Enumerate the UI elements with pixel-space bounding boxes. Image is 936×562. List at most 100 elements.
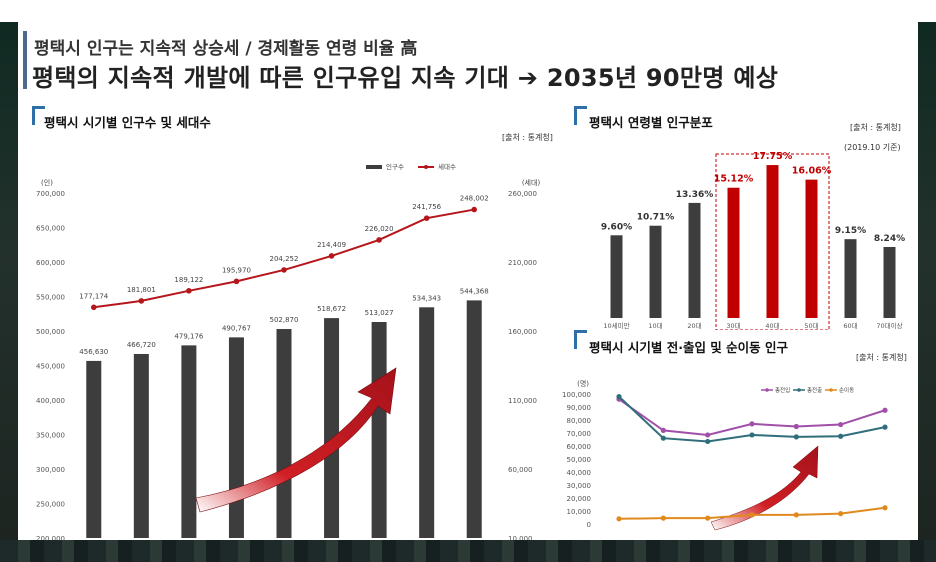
households-point-label: 204,252 — [270, 255, 299, 263]
y-tick-left: 400,000 — [36, 397, 65, 405]
age-panel-note: (2019.10 기준) — [844, 143, 901, 152]
age-bar-label: 8.24% — [874, 234, 905, 244]
migration-y-tick: 20,000 — [567, 495, 592, 503]
age-x-tick: 50대 — [804, 322, 818, 330]
migration-panel-source: [출처 : 통계청] — [856, 353, 907, 362]
y-tick-left: 350,000 — [36, 432, 65, 440]
age-bar-label: 13.36% — [676, 190, 714, 200]
migration-point — [660, 427, 666, 433]
migration-y-tick: 0 — [587, 521, 591, 529]
population-bar — [228, 337, 244, 538]
y-tick-left: 200,000 — [36, 535, 65, 540]
y-axis-right-unit: (세대) — [522, 178, 541, 187]
population-bar-label: 490,767 — [222, 324, 251, 332]
households-point — [281, 267, 287, 273]
population-bar — [86, 360, 102, 538]
migration-point — [705, 432, 711, 438]
population-bar-label: 479,176 — [174, 332, 203, 340]
y-tick-right: 210,000 — [508, 259, 537, 267]
migration-point — [793, 512, 799, 518]
migration-y-tick: 50,000 — [567, 456, 592, 464]
migration-y-tick: 100,000 — [562, 391, 591, 399]
y-tick-left: 250,000 — [36, 501, 65, 509]
migration-panel-heading: 평택시 시기별 전·출입 및 순이동 인구 — [589, 340, 789, 355]
left-panel-source: [출처 : 통계청] — [502, 133, 553, 142]
population-bar — [466, 300, 482, 538]
legend-bar-label: 인구수 — [386, 162, 404, 171]
migration-y-tick: 10,000 — [567, 508, 592, 516]
age-x-tick: 10세미만 — [603, 321, 629, 330]
migration-legend-label: 총전출 — [807, 386, 822, 394]
highlight-box — [715, 153, 830, 330]
migration-point — [882, 407, 888, 413]
migration-point — [838, 511, 844, 517]
age-bar-label: 10.71% — [637, 213, 675, 223]
migration-point — [705, 515, 711, 521]
y-tick-left: 550,000 — [36, 294, 65, 302]
population-bar-label: 466,720 — [127, 341, 156, 349]
legend-bar-swatch — [366, 165, 382, 169]
migration-point — [705, 438, 711, 445]
migration-point — [660, 435, 666, 441]
migration-point — [749, 512, 755, 518]
growth-arrow-icon — [195, 367, 397, 513]
households-point — [328, 253, 335, 259]
migration-y-tick: 80,000 — [567, 417, 592, 425]
population-bar — [181, 345, 197, 538]
growth-arrow-icon — [710, 445, 819, 531]
migration-y-tick: 40,000 — [567, 469, 592, 477]
migration-legend-marker — [797, 388, 801, 392]
age-bar — [805, 179, 818, 318]
background-cityscape — [0, 540, 936, 562]
population-bar-label: 544,368 — [460, 287, 489, 295]
migration-legend-marker — [765, 388, 769, 392]
migration-point — [616, 394, 622, 400]
migration-legend-marker — [829, 388, 833, 392]
migration-heading-bracket-icon — [574, 330, 587, 349]
population-bar-label: 534,343 — [412, 294, 441, 302]
migration-point — [838, 433, 844, 439]
y-tick-right: 160,000 — [508, 328, 537, 336]
households-point-label: 189,122 — [174, 276, 203, 284]
y-tick-left: 450,000 — [36, 363, 65, 371]
migration-y-tick: 90,000 — [567, 404, 592, 412]
title-accent-bar — [23, 31, 27, 89]
slide: 평택시 인구는 지속적 상승세 / 경제활동 연령 비율 高 평택의 지속적 개… — [18, 22, 918, 540]
y-tick-right: 60,000 — [508, 466, 533, 474]
age-bar — [688, 202, 701, 318]
age-bar — [844, 239, 857, 318]
migration-y-tick: 70,000 — [567, 430, 592, 438]
y-tick-left: 500,000 — [36, 328, 65, 336]
left-heading-bracket-icon — [32, 106, 45, 125]
households-point — [138, 298, 145, 304]
age-bar — [883, 247, 896, 318]
legend-line-marker — [424, 165, 428, 169]
households-point-label: 214,409 — [317, 241, 346, 249]
migration-point — [838, 421, 844, 428]
slide-title: 평택의 지속적 개발에 따른 인구유입 지속 기대 ➔ 2035년 90만명 예… — [32, 64, 779, 92]
age-bar-label: 15.12% — [714, 174, 754, 185]
age-heading-bracket-icon — [574, 106, 587, 125]
migration-y-tick: 60,000 — [567, 443, 592, 451]
background-top — [0, 0, 936, 22]
migration-y-tick: 30,000 — [567, 482, 592, 490]
age-bar — [610, 235, 623, 318]
age-panel-heading: 평택시 연령별 인구분포 — [589, 115, 713, 130]
y-axis-left-unit: (인) — [41, 178, 53, 187]
y-tick-right: 260,000 — [508, 190, 537, 198]
population-bar — [276, 329, 292, 538]
households-point-label: 241,756 — [412, 203, 441, 211]
population-bar-label: 513,027 — [365, 309, 394, 317]
households-point — [423, 215, 430, 221]
slide-subtitle: 평택시 인구는 지속적 상승세 / 경제활동 연령 비율 高 — [34, 39, 418, 59]
population-bar-label: 502,870 — [270, 316, 299, 324]
households-point-label: 181,801 — [127, 286, 156, 294]
y-tick-left: 600,000 — [36, 259, 65, 267]
households-point — [186, 288, 192, 294]
migration-point — [882, 505, 888, 511]
age-bar — [766, 165, 779, 318]
migration-legend-label: 총전입 — [775, 386, 790, 394]
households-point-label: 226,020 — [365, 225, 394, 233]
migration-point — [793, 423, 799, 430]
population-bar — [371, 322, 387, 538]
